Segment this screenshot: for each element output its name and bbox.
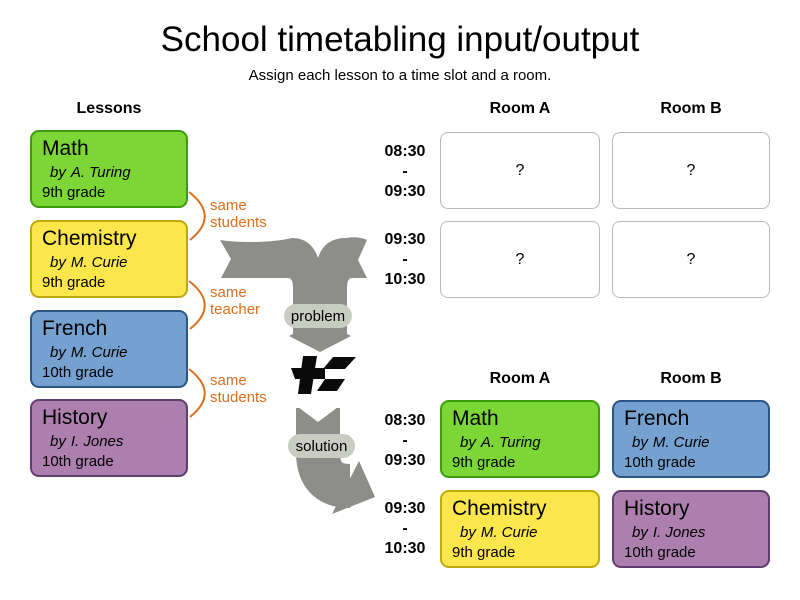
timeslot-end: 10:30 bbox=[384, 271, 426, 288]
solution-cell-history: History by I. Jones 10th grade bbox=[612, 490, 770, 568]
lesson-grade: 10th grade bbox=[624, 544, 696, 562]
solution-timeslot-1: 08:30 - 09:30 bbox=[377, 411, 433, 471]
timeslot-start: 08:30 bbox=[384, 143, 426, 160]
by-label: by bbox=[632, 524, 648, 542]
lesson-grade: 9th grade bbox=[452, 454, 516, 472]
timeslot-end: 09:30 bbox=[384, 183, 426, 200]
lesson-grade: 9th grade bbox=[42, 184, 106, 202]
lesson-card-history: History by I. Jones 10th grade bbox=[30, 399, 188, 477]
lesson-subject: Chemistry bbox=[452, 497, 547, 520]
empty-cell-slot1-room-b: ? bbox=[612, 132, 770, 209]
lesson-teacher: M. Curie bbox=[480, 524, 538, 542]
empty-cell-slot1-room-a: ? bbox=[440, 132, 600, 209]
lesson-teacher: I. Jones bbox=[70, 433, 124, 451]
timeslot-start: 08:30 bbox=[384, 412, 426, 429]
empty-cell-slot2-room-b: ? bbox=[612, 221, 770, 298]
solution-timeslot-2: 09:30 - 10:30 bbox=[377, 499, 433, 559]
problem-room-a-header: Room A bbox=[489, 100, 551, 117]
by-label: by bbox=[460, 524, 476, 542]
solution-room-b-header: Room B bbox=[660, 370, 722, 387]
lesson-grade: 10th grade bbox=[624, 454, 696, 472]
lesson-subject: History bbox=[42, 406, 108, 429]
lesson-teacher: A. Turing bbox=[70, 164, 131, 182]
lesson-teacher: A. Turing bbox=[480, 434, 541, 452]
problem-badge: problem bbox=[284, 304, 352, 328]
lesson-card-chemistry: Chemistry by M. Curie 9th grade bbox=[30, 220, 188, 298]
brace-same-students-1-icon bbox=[188, 191, 206, 241]
lesson-teacher: M. Curie bbox=[70, 254, 128, 272]
by-label: by bbox=[50, 164, 66, 182]
by-label: by bbox=[50, 254, 66, 272]
lesson-subject: Math bbox=[42, 137, 89, 160]
timeslot-start: 09:30 bbox=[384, 231, 426, 248]
by-label: by bbox=[632, 434, 648, 452]
solution-badge: solution bbox=[288, 434, 355, 458]
solution-cell-french: French by M. Curie 10th grade bbox=[612, 400, 770, 478]
by-label: by bbox=[50, 344, 66, 362]
timeslot-start: 09:30 bbox=[384, 500, 426, 517]
constraint-label-same-students-1: same students bbox=[210, 197, 267, 231]
lesson-subject: Chemistry bbox=[42, 227, 137, 250]
lesson-teacher: M. Curie bbox=[652, 434, 710, 452]
lesson-grade: 10th grade bbox=[42, 364, 114, 382]
solution-room-a-header: Room A bbox=[489, 370, 551, 387]
problem-room-b-header: Room B bbox=[660, 100, 722, 117]
lesson-subject: French bbox=[624, 407, 690, 430]
lesson-subject: History bbox=[624, 497, 690, 520]
page-subtitle: Assign each lesson to a time slot and a … bbox=[248, 67, 552, 84]
timeslot-dash: - bbox=[402, 520, 408, 537]
timeslot-dash: - bbox=[402, 251, 408, 268]
lesson-subject: French bbox=[42, 317, 108, 340]
constraint-label-same-teacher: same teacher bbox=[210, 284, 261, 318]
lesson-grade: 9th grade bbox=[452, 544, 516, 562]
timeslot-dash: - bbox=[402, 163, 408, 180]
lesson-subject: Math bbox=[452, 407, 499, 430]
timeslot-end: 09:30 bbox=[384, 452, 426, 469]
solution-arrow-head-icon bbox=[332, 461, 375, 514]
by-label: by bbox=[50, 433, 66, 451]
solution-cell-chemistry: Chemistry by M. Curie 9th grade bbox=[440, 490, 600, 568]
timeslot-dash: - bbox=[402, 432, 408, 449]
solution-cell-math: Math by A. Turing 9th grade bbox=[440, 400, 600, 478]
lesson-grade: 10th grade bbox=[42, 453, 114, 471]
timeslot-end: 10:30 bbox=[384, 540, 426, 557]
problem-timeslot-1: 08:30 - 09:30 bbox=[377, 142, 433, 202]
problem-timeslot-2: 09:30 - 10:30 bbox=[377, 230, 433, 290]
lesson-card-french: French by M. Curie 10th grade bbox=[30, 310, 188, 388]
timefold-logo-icon bbox=[291, 356, 356, 394]
by-label: by bbox=[460, 434, 476, 452]
lesson-teacher: M. Curie bbox=[70, 344, 128, 362]
page-title: School timetabling input/output bbox=[160, 20, 640, 59]
lesson-teacher: I. Jones bbox=[652, 524, 706, 542]
brace-same-teacher-icon bbox=[188, 280, 206, 330]
lesson-card-math: Math by A. Turing 9th grade bbox=[30, 130, 188, 208]
empty-cell-slot2-room-a: ? bbox=[440, 221, 600, 298]
brace-same-students-2-icon bbox=[188, 368, 206, 418]
lessons-header: Lessons bbox=[76, 100, 142, 117]
solution-arrow-notch bbox=[294, 404, 342, 422]
constraint-label-same-students-2: same students bbox=[210, 372, 267, 406]
lesson-grade: 9th grade bbox=[42, 274, 106, 292]
